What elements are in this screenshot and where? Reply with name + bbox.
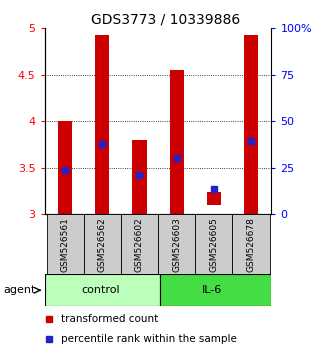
Bar bbox=[47, 214, 84, 274]
Text: GDS3773 / 10339886: GDS3773 / 10339886 bbox=[91, 12, 240, 27]
Bar bbox=[84, 214, 121, 274]
Text: GSM526605: GSM526605 bbox=[209, 217, 218, 272]
Bar bbox=[95, 35, 109, 214]
Bar bbox=[58, 121, 72, 214]
Bar bbox=[158, 214, 195, 274]
Bar bbox=[121, 214, 158, 274]
Text: GSM526678: GSM526678 bbox=[247, 217, 256, 272]
Bar bbox=[244, 35, 258, 214]
Bar bbox=[160, 274, 271, 306]
Bar bbox=[195, 214, 232, 274]
Bar bbox=[232, 214, 269, 274]
Bar bbox=[169, 70, 184, 214]
Text: GSM526561: GSM526561 bbox=[61, 217, 70, 272]
Text: GSM526562: GSM526562 bbox=[98, 217, 107, 272]
Text: IL-6: IL-6 bbox=[202, 285, 222, 295]
Text: transformed count: transformed count bbox=[61, 314, 158, 324]
Text: percentile rank within the sample: percentile rank within the sample bbox=[61, 334, 236, 344]
Text: GSM526602: GSM526602 bbox=[135, 217, 144, 272]
Text: agent: agent bbox=[3, 285, 36, 295]
Bar bbox=[132, 140, 147, 214]
Bar bbox=[207, 192, 221, 205]
Text: GSM526603: GSM526603 bbox=[172, 217, 181, 272]
Bar bbox=[45, 274, 160, 306]
Text: control: control bbox=[81, 285, 120, 295]
